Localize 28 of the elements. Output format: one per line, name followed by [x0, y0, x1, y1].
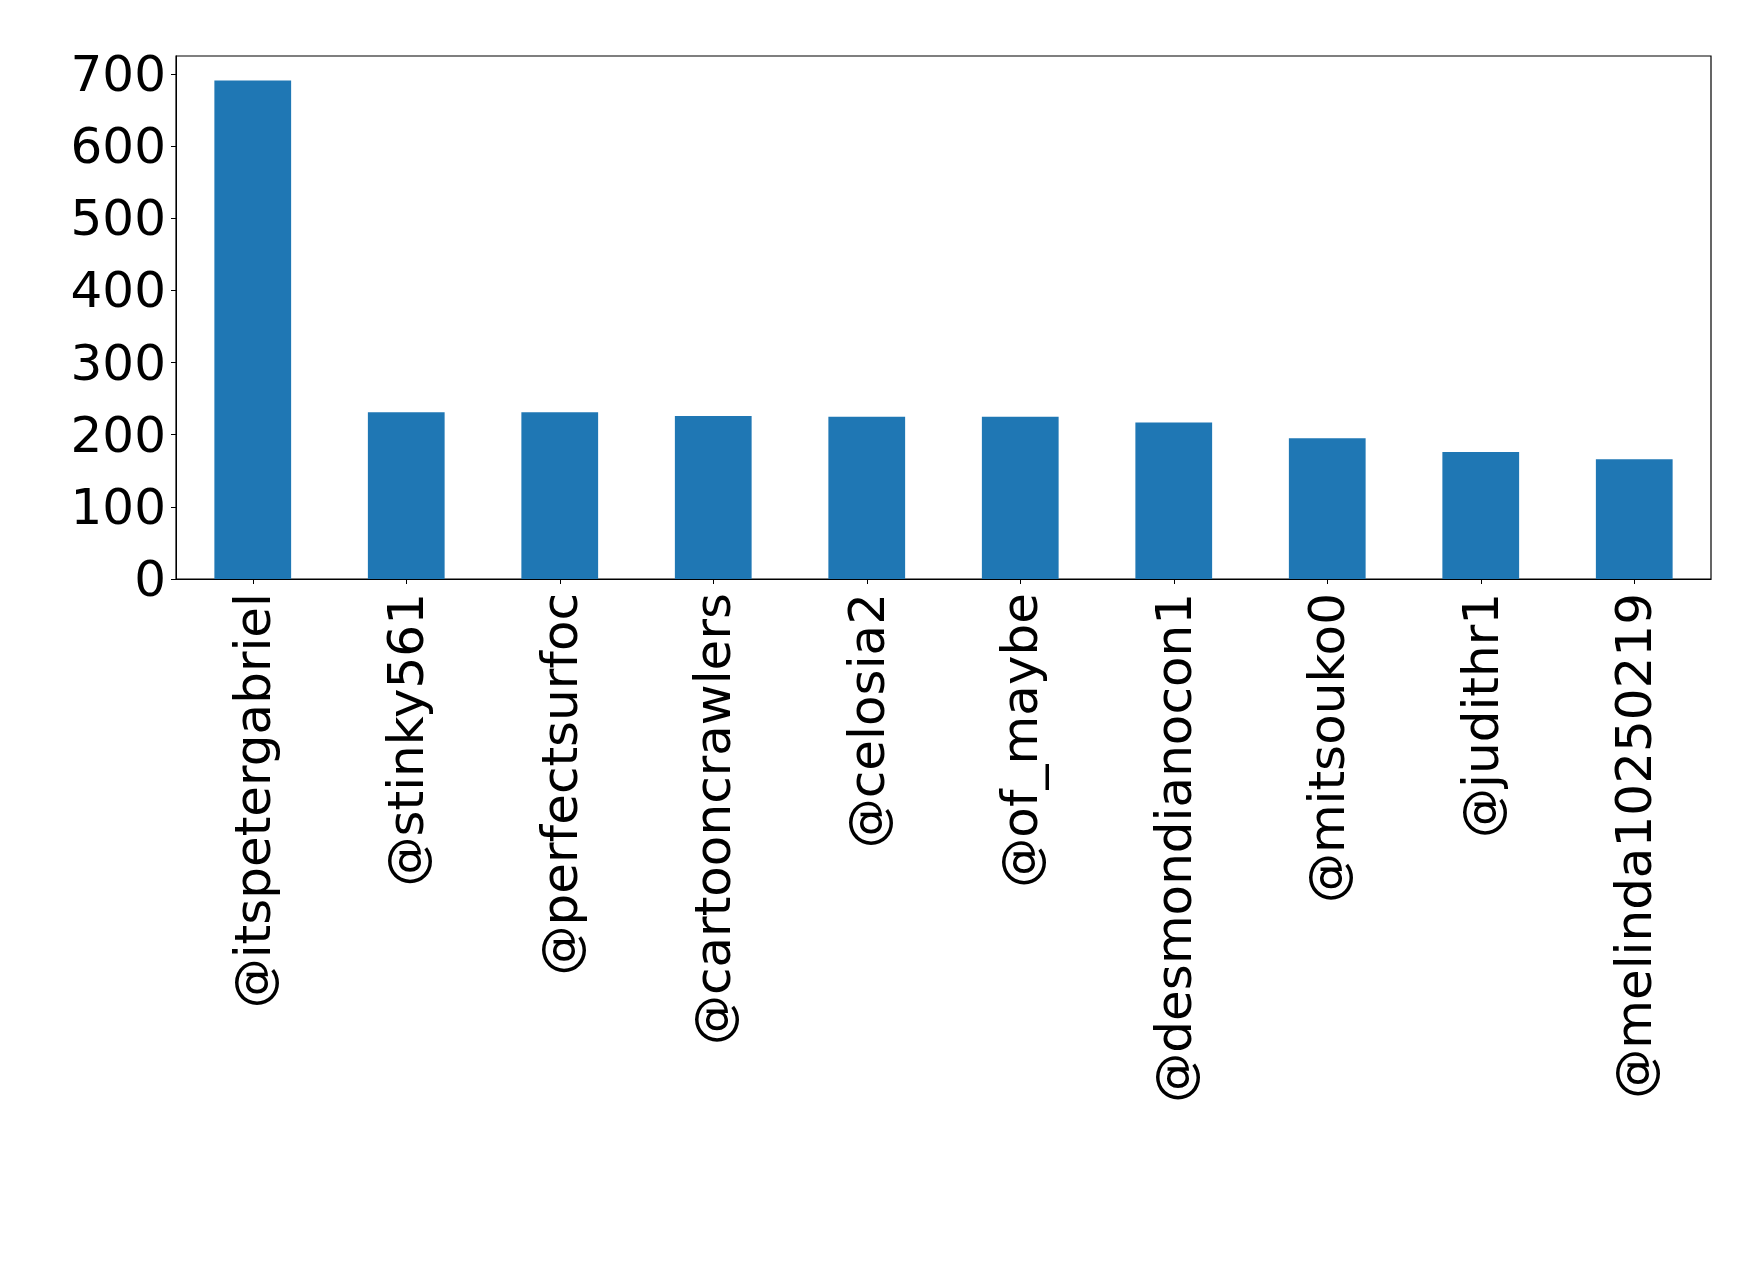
bar: [521, 412, 599, 579]
bar: [214, 80, 292, 579]
x-tick-label: @celosia2: [837, 593, 896, 849]
y-tick-label: 700: [70, 45, 166, 104]
x-tick-label: @perfectsurfoc: [530, 593, 589, 976]
x-tick-label: @melinda10250219: [1605, 593, 1664, 1099]
x-tick-label: @of_maybe: [991, 593, 1050, 888]
bar: [1442, 452, 1520, 579]
y-tick-label: 300: [70, 333, 166, 392]
y-tick-label: 400: [70, 261, 166, 320]
x-tick-label: @cartooncrawlers: [684, 593, 743, 1046]
bar: [828, 416, 906, 579]
y-tick-label: 100: [70, 477, 166, 536]
y-tick-label: 200: [70, 405, 166, 464]
y-tick-label: 500: [70, 189, 166, 248]
y-tick-label: 600: [70, 117, 166, 176]
bar: [981, 416, 1059, 579]
bar: [1595, 459, 1673, 579]
bar: [367, 412, 445, 579]
bar: [1288, 438, 1366, 579]
x-tick-label: @mitsouko0: [1298, 593, 1357, 904]
x-tick-label: @desmondianocon1: [1144, 593, 1203, 1103]
y-tick-label: 0: [134, 550, 166, 608]
bar: [1135, 422, 1213, 579]
x-tick-label: @stinky561: [377, 593, 436, 887]
x-tick-label: @judithr1: [1451, 593, 1510, 838]
x-tick-label: @itspetergabriel: [223, 593, 282, 1009]
bar: [674, 415, 752, 579]
